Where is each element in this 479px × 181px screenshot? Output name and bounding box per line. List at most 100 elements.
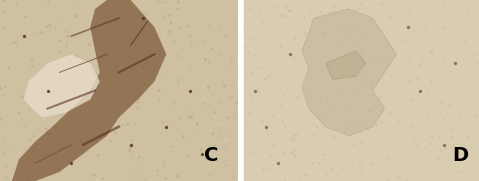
Point — [64, 40, 72, 43]
Point — [256, 13, 264, 16]
Point — [423, 90, 431, 93]
Point — [260, 169, 267, 171]
Point — [27, 173, 34, 176]
Point — [422, 20, 430, 23]
Point — [258, 83, 265, 86]
Point — [266, 34, 274, 37]
Point — [187, 115, 194, 118]
Point — [338, 12, 345, 15]
Point — [218, 34, 226, 37]
Point — [113, 30, 120, 33]
Point — [171, 41, 178, 44]
Point — [174, 54, 182, 57]
Point — [60, 135, 68, 138]
Point — [335, 27, 342, 30]
Point — [1, 40, 9, 43]
Point — [144, 74, 152, 77]
Point — [217, 131, 225, 134]
Text: C: C — [204, 146, 218, 165]
Point — [71, 15, 79, 18]
Point — [136, 156, 143, 159]
Point — [229, 175, 237, 178]
Point — [0, 58, 8, 61]
Point — [397, 112, 405, 115]
Point — [348, 161, 356, 164]
Point — [142, 178, 149, 180]
Point — [307, 9, 314, 12]
Point — [465, 0, 473, 2]
Point — [271, 5, 278, 7]
Point — [331, 31, 338, 34]
Point — [126, 149, 134, 152]
Point — [66, 69, 74, 72]
Point — [155, 50, 163, 53]
Point — [209, 132, 217, 135]
Point — [470, 52, 478, 55]
Point — [59, 18, 67, 21]
Point — [241, 72, 249, 75]
Point — [354, 28, 362, 31]
Point — [316, 41, 323, 44]
Point — [132, 141, 140, 144]
Point — [371, 57, 379, 60]
Point — [365, 110, 373, 113]
Point — [59, 133, 67, 136]
Point — [414, 77, 422, 80]
PathPatch shape — [24, 54, 100, 118]
Point — [281, 179, 289, 181]
Point — [354, 125, 362, 128]
Point — [166, 14, 173, 17]
Point — [15, 111, 23, 114]
Point — [378, 3, 386, 6]
PathPatch shape — [302, 9, 396, 136]
Point — [306, 98, 314, 101]
Point — [448, 138, 456, 141]
Point — [73, 55, 80, 58]
Point — [179, 47, 187, 50]
Point — [263, 163, 271, 166]
Point — [193, 76, 200, 79]
Point — [211, 115, 218, 118]
Point — [300, 32, 308, 35]
Point — [441, 119, 448, 121]
Point — [29, 175, 36, 178]
Point — [383, 0, 390, 2]
Point — [21, 162, 28, 165]
Point — [0, 140, 8, 142]
Point — [376, 120, 384, 123]
Point — [81, 51, 89, 54]
Point — [25, 179, 33, 181]
Point — [441, 7, 449, 10]
Point — [71, 90, 79, 93]
Point — [332, 101, 340, 104]
Point — [98, 44, 105, 47]
Point — [148, 178, 156, 181]
Point — [249, 71, 257, 74]
Point — [174, 82, 182, 85]
Point — [121, 75, 128, 78]
Point — [368, 71, 376, 73]
Point — [205, 159, 213, 162]
Point — [133, 44, 140, 47]
Point — [358, 167, 366, 170]
Point — [186, 104, 194, 107]
Point — [46, 132, 54, 135]
Point — [378, 110, 386, 112]
Point — [426, 116, 433, 119]
Point — [217, 11, 225, 14]
Point — [283, 89, 290, 91]
Point — [146, 121, 153, 123]
Point — [376, 96, 384, 98]
Point — [242, 74, 250, 77]
Point — [11, 82, 18, 85]
Point — [357, 141, 365, 144]
Point — [290, 57, 298, 60]
Point — [309, 162, 317, 165]
Point — [34, 31, 41, 34]
PathPatch shape — [326, 51, 365, 80]
Point — [156, 89, 163, 92]
Point — [391, 124, 399, 127]
Point — [240, 27, 248, 30]
Point — [452, 62, 459, 65]
Point — [388, 24, 395, 27]
